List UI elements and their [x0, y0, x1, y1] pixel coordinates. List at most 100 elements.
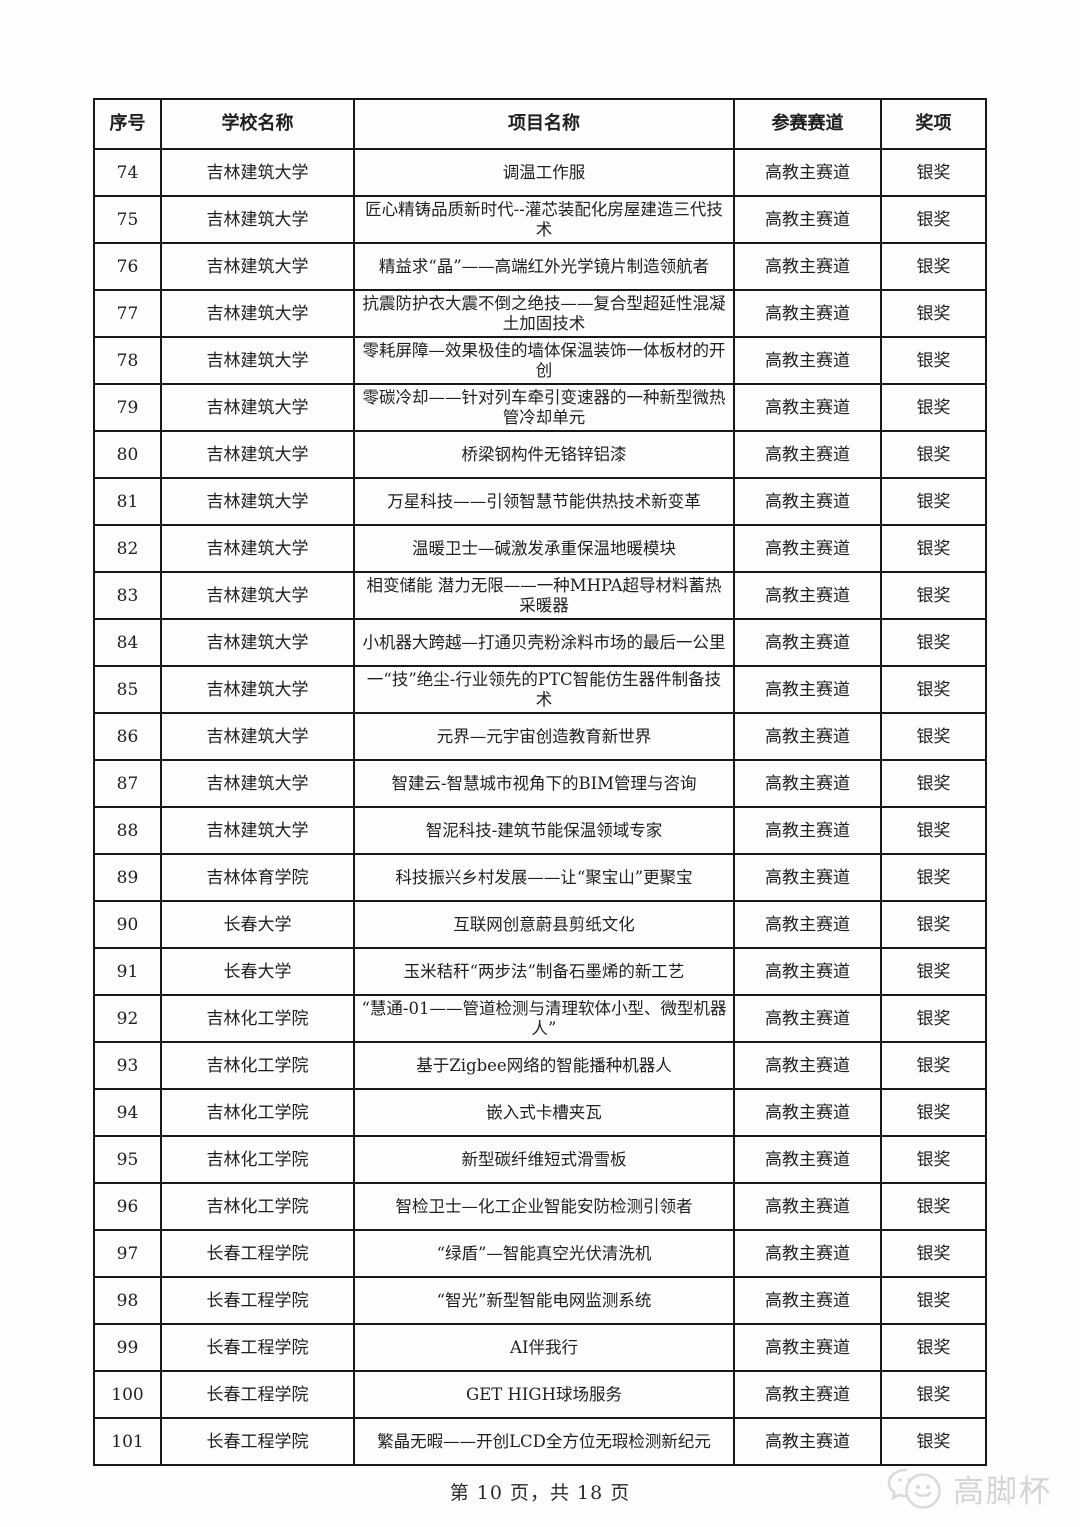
col-header-project: 项目名称 [353, 98, 735, 150]
cell-no: 78 [93, 336, 162, 385]
cell-track: 高教主赛道 [733, 571, 882, 620]
cell-no: 91 [93, 947, 162, 996]
cell-track: 高教主赛道 [733, 618, 882, 667]
cell-no: 79 [93, 383, 162, 432]
watermark: 高脚杯 [885, 1462, 1052, 1514]
cell-school: 吉林建筑大学 [160, 477, 355, 526]
cell-track: 高教主赛道 [733, 1182, 882, 1231]
cell-award: 银奖 [880, 1229, 987, 1278]
cell-project: 基于Zigbee网络的智能播种机器人 [353, 1041, 735, 1090]
cell-no: 93 [93, 1041, 162, 1090]
cell-no: 96 [93, 1182, 162, 1231]
cell-no: 80 [93, 430, 162, 479]
cell-award: 银奖 [880, 618, 987, 667]
cell-track: 高教主赛道 [733, 1088, 882, 1137]
table-row: 80 吉林建筑大学 桥梁钢构件无铬锌铝漆 高教主赛道 银奖 [93, 430, 987, 479]
cell-award: 银奖 [880, 1182, 987, 1231]
cell-school: 吉林建筑大学 [160, 430, 355, 479]
cell-school: 长春大学 [160, 947, 355, 996]
cell-project: “智光”新型智能电网监测系统 [353, 1276, 735, 1325]
table-row: 82 吉林建筑大学 温暖卫士—碱激发承重保温地暖模块 高教主赛道 银奖 [93, 524, 987, 573]
page-number: 第 10 页，共 18 页 [449, 1482, 631, 1504]
cell-school: 吉林化工学院 [160, 1135, 355, 1184]
cell-project: 嵌入式卡槽夹瓦 [353, 1088, 735, 1137]
cell-school: 吉林建筑大学 [160, 148, 355, 197]
cell-award: 银奖 [880, 383, 987, 432]
cell-award: 银奖 [880, 665, 987, 714]
table-row: 85 吉林建筑大学 一“技”绝尘-行业领先的PTC智能仿生器件制备技术 高教主赛道 银奖 [93, 665, 987, 714]
cell-award: 银奖 [880, 1088, 987, 1137]
cell-track: 高教主赛道 [733, 759, 882, 808]
cell-no: 82 [93, 524, 162, 573]
table-row: 93 吉林化工学院 基于Zigbee网络的智能播种机器人 高教主赛道 银奖 [93, 1041, 987, 1090]
cell-school: 吉林建筑大学 [160, 289, 355, 338]
cell-track: 高教主赛道 [733, 524, 882, 573]
cell-track: 高教主赛道 [733, 242, 882, 291]
cell-project: 新型碳纤维短式滑雪板 [353, 1135, 735, 1184]
cell-school: 吉林体育学院 [160, 853, 355, 902]
cell-no: 81 [93, 477, 162, 526]
cell-project: 互联网创意蔚县剪纸文化 [353, 900, 735, 949]
cell-school: 吉林化工学院 [160, 1088, 355, 1137]
cell-award: 银奖 [880, 759, 987, 808]
table-row: 76 吉林建筑大学 精益求“晶”——高端红外光学镜片制造领航者 高教主赛道 银奖 [93, 242, 987, 291]
cell-project: 精益求“晶”——高端红外光学镜片制造领航者 [353, 242, 735, 291]
cell-award: 银奖 [880, 1041, 987, 1090]
cell-project: 繁晶无暇——开创LCD全方位无瑕检测新纪元 [353, 1417, 735, 1466]
table-row: 96 吉林化工学院 智检卫士—化工企业智能安防检测引领者 高教主赛道 银奖 [93, 1182, 987, 1231]
table-row: 74 吉林建筑大学 调温工作服 高教主赛道 银奖 [93, 148, 987, 197]
cell-school: 吉林建筑大学 [160, 665, 355, 714]
table-row: 100 长春工程学院 GET HIGH球场服务 高教主赛道 银奖 [93, 1370, 987, 1419]
cell-no: 75 [93, 195, 162, 244]
cell-school: 长春工程学院 [160, 1323, 355, 1372]
cell-track: 高教主赛道 [733, 1041, 882, 1090]
cell-project: 小机器大跨越—打通贝壳粉涂料市场的最后一公里 [353, 618, 735, 667]
table-row: 78 吉林建筑大学 零耗屏障—效果极佳的墙体保温装饰一体板材的开创 高教主赛道 银奖 [93, 336, 987, 385]
table-row: 101 长春工程学院 繁晶无暇——开创LCD全方位无瑕检测新纪元 高教主赛道 银奖 [93, 1417, 987, 1466]
col-header-no: 序号 [93, 98, 162, 150]
cell-track: 高教主赛道 [733, 383, 882, 432]
table-header-row: 序号 学校名称 项目名称 参赛赛道 奖项 [93, 98, 987, 150]
cell-award: 银奖 [880, 1323, 987, 1372]
cell-award: 银奖 [880, 477, 987, 526]
cell-track: 高教主赛道 [733, 1417, 882, 1466]
cell-project: 零碳冷却——针对列车牵引变速器的一种新型微热管冷却单元 [353, 383, 735, 432]
cell-award: 银奖 [880, 242, 987, 291]
cell-school: 长春大学 [160, 900, 355, 949]
cell-school: 吉林建筑大学 [160, 242, 355, 291]
cell-project: 调温工作服 [353, 148, 735, 197]
chat-bubbles-icon [887, 1468, 941, 1509]
cell-track: 高教主赛道 [733, 994, 882, 1043]
cell-no: 77 [93, 289, 162, 338]
cell-school: 长春工程学院 [160, 1417, 355, 1466]
cell-track: 高教主赛道 [733, 148, 882, 197]
cell-no: 95 [93, 1135, 162, 1184]
cell-project: 科技振兴乡村发展——让“聚宝山”更聚宝 [353, 853, 735, 902]
cell-no: 101 [93, 1417, 162, 1466]
cell-award: 银奖 [880, 806, 987, 855]
table-row: 95 吉林化工学院 新型碳纤维短式滑雪板 高教主赛道 银奖 [93, 1135, 987, 1184]
table-row: 81 吉林建筑大学 万星科技——引领智慧节能供热技术新变革 高教主赛道 银奖 [93, 477, 987, 526]
table-row: 83 吉林建筑大学 相变储能 潜力无限——一种MHPA超导材料蓄热采暖器 高教主赛道银… [93, 571, 987, 620]
table-row: 77 吉林建筑大学 抗震防护衣大震不倒之绝技——复合型超延性混凝土加固技术 高教主赛道… [93, 289, 987, 338]
cell-no: 87 [93, 759, 162, 808]
table-row: 94 吉林化工学院 嵌入式卡槽夹瓦 高教主赛道 银奖 [93, 1088, 987, 1137]
cell-no: 85 [93, 665, 162, 714]
cell-project: 抗震防护衣大震不倒之绝技——复合型超延性混凝土加固技术 [353, 289, 735, 338]
cell-school: 吉林化工学院 [160, 1041, 355, 1090]
cell-school: 长春工程学院 [160, 1370, 355, 1419]
cell-school: 吉林化工学院 [160, 1182, 355, 1231]
cell-no: 97 [93, 1229, 162, 1278]
cell-award: 银奖 [880, 1276, 987, 1325]
table-row: 75 吉林建筑大学 匠心精铸品质新时代--灌芯装配化房屋建造三代技术 高教主赛道 银奖 [93, 195, 987, 244]
cell-track: 高教主赛道 [733, 1323, 882, 1372]
cell-no: 89 [93, 853, 162, 902]
cell-no: 76 [93, 242, 162, 291]
cell-track: 高教主赛道 [733, 1229, 882, 1278]
cell-track: 高教主赛道 [733, 1135, 882, 1184]
table-row: 89 吉林体育学院 科技振兴乡村发展——让“聚宝山”更聚宝 高教主赛道 银奖 [93, 853, 987, 902]
col-header-school: 学校名称 [160, 98, 355, 150]
cell-no: 92 [93, 994, 162, 1043]
cell-project: 智泥科技-建筑节能保温领域专家 [353, 806, 735, 855]
